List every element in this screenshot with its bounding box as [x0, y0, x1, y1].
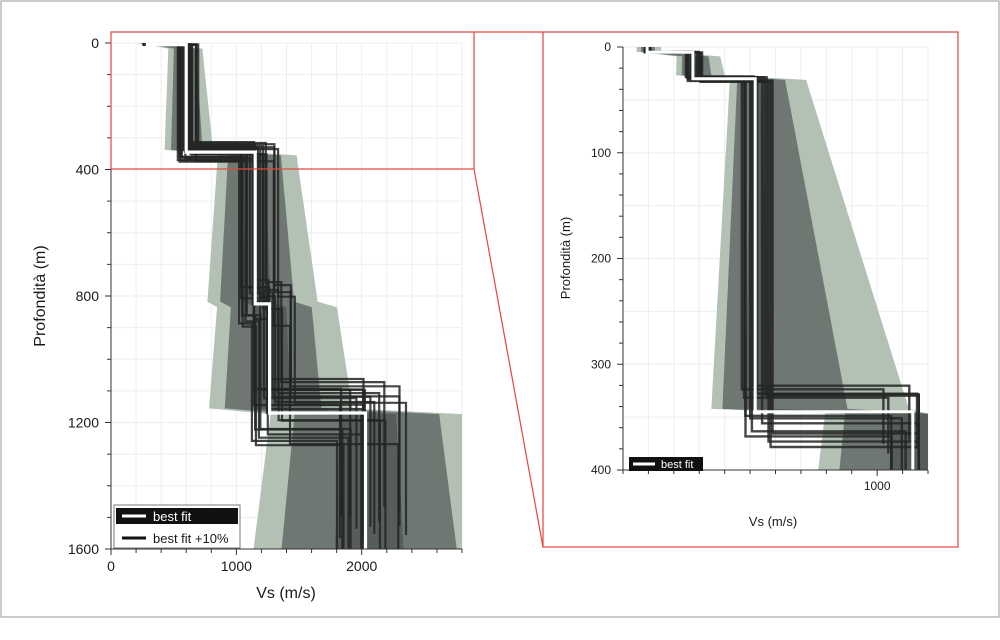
inset-frame: [542, 31, 959, 548]
right-legend-box: [629, 457, 703, 471]
left-best-fit-series: [145, 43, 368, 549]
legend-best-fit-10-label: best fit +10%: [153, 531, 229, 546]
y-tick-label: 200: [591, 252, 611, 266]
y-tick-label: 1600: [68, 541, 99, 557]
legend-best-fit-label: best fit: [153, 509, 192, 524]
x-tick-label: 1000: [864, 479, 891, 493]
left-x-axis-label: Vs (m/s): [256, 585, 316, 602]
envelope-band: [641, 47, 928, 470]
left-legend: best fit best fit +10%: [113, 504, 241, 549]
right-envelope-bands: [636, 47, 928, 470]
figure-border: [0, 0, 1000, 618]
right-x-axis-label: Vs (m/s): [749, 514, 797, 529]
y-tick-label: 800: [76, 288, 100, 304]
zoom-indicator: [110, 31, 959, 548]
right-y-axis-label: Profondità (m): [558, 217, 573, 299]
right-legend-best-fit-label: best fit: [661, 459, 693, 471]
best-fit-line: [145, 43, 368, 549]
right-chart: 0 100 200 300 400 1000 Vs (m/s) Profondità (m…: [558, 40, 929, 529]
y-tick-label: 100: [591, 146, 611, 160]
right-legend: best fit: [629, 457, 703, 471]
envelope-band: [646, 47, 928, 470]
left-tick-labels: 0 400 800 1200 1600 0 1000 2000: [68, 35, 378, 574]
left-y-axis-label: Profondità (m): [32, 245, 49, 346]
y-tick-label: 0: [604, 40, 611, 54]
best-fit-line: [645, 47, 915, 470]
zoom-connector-bottom: [473, 168, 544, 548]
x-tick-label: 2000: [346, 558, 377, 574]
y-tick-label: 400: [76, 161, 100, 177]
left-chart: 0 400 800 1200 1600 0 1000 2000 Vs (m/s) Profon…: [32, 35, 463, 602]
zoom-region-box: [110, 31, 475, 170]
y-tick-label: 300: [591, 357, 611, 371]
legend-best-fit-swatch: [116, 508, 238, 524]
y-tick-label: 400: [591, 463, 611, 477]
envelope-band: [145, 43, 404, 549]
right-tick-labels: 0 100 200 300 400 1000: [591, 40, 891, 493]
x-tick-label: 1000: [221, 558, 252, 574]
y-tick-label: 1200: [68, 414, 99, 430]
x-tick-label: 0: [107, 558, 115, 574]
y-tick-label: 0: [91, 35, 99, 51]
right-best-fit-series: [645, 47, 915, 470]
